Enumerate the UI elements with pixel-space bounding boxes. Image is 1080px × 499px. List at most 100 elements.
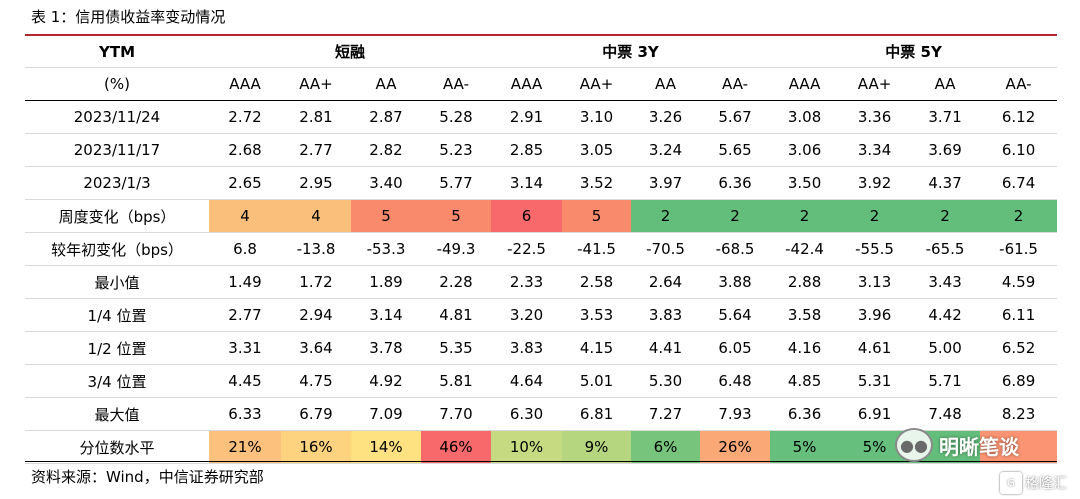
table-cell: 4.75	[281, 364, 351, 398]
table-cell: 6.33	[209, 397, 281, 431]
table-cell: 1.72	[281, 265, 351, 299]
table-cell: 21%	[209, 430, 281, 464]
row-label: 最大值	[25, 397, 209, 431]
rating-header: AAA	[491, 67, 563, 101]
table-cell: 3.31	[209, 331, 281, 365]
table-cell: 5.35	[421, 331, 492, 365]
table-cell: 3.34	[839, 133, 911, 167]
table-title: 表 1：信用债收益率变动情况	[31, 8, 226, 26]
table-cell: 2	[700, 199, 771, 233]
table-cell: 7.09	[351, 397, 421, 431]
table-cell: 7.70	[421, 397, 492, 431]
table-cell: 5.77	[421, 166, 492, 200]
table-cell: 5	[562, 199, 632, 233]
group-header-mtn-5y: 中票 5Y	[770, 36, 1058, 68]
table-cell: 4.59	[980, 265, 1058, 299]
table-cell: 2	[980, 199, 1058, 233]
gelonghui-logo-icon: G	[1000, 472, 1022, 494]
table-cell: -13.8	[281, 232, 351, 266]
ytm-header: YTM	[25, 36, 209, 68]
table-cell: 2.87	[351, 100, 421, 134]
table-cell: -61.5	[980, 232, 1058, 266]
table-cell: 3.52	[562, 166, 632, 200]
table-cell: 4.64	[491, 364, 563, 398]
table-cell: 7.48	[910, 397, 981, 431]
table-cell: 14%	[351, 430, 421, 464]
table-cell: 3.58	[770, 298, 840, 332]
table-cell: 6	[491, 199, 563, 233]
row-label: 2023/11/17	[25, 133, 209, 167]
table-cell: 6.8	[209, 232, 281, 266]
table-cell: 1.89	[351, 265, 421, 299]
table-row: 2023/11/24 2.72 2.81 2.87 5.28 2.91 3.10 3.26 5.…	[25, 100, 1058, 134]
rating-header: AAA	[209, 67, 281, 101]
table-cell: -42.4	[770, 232, 840, 266]
table-cell: 2.95	[281, 166, 351, 200]
unit-header: (%)	[25, 67, 209, 101]
table-row: 1/4 位置 2.77 2.94 3.14 4.81 3.20 3.53 3.83 5.64 3.…	[25, 298, 1058, 332]
table-cell: 2.91	[491, 100, 563, 134]
watermark-text: 明晰笔谈	[939, 434, 1019, 459]
rating-header: AA	[910, 67, 981, 101]
table-cell: 6.81	[562, 397, 632, 431]
table-cell: 2.77	[209, 298, 281, 332]
table-cell: 2.85	[491, 133, 563, 167]
table-cell: 3.24	[631, 133, 701, 167]
table-cell: 3.08	[770, 100, 840, 134]
table-cell: 7.93	[700, 397, 771, 431]
table-cell: 3.83	[631, 298, 701, 332]
table-cell: 6.89	[980, 364, 1058, 398]
table-cell: 6.52	[980, 331, 1058, 365]
row-label: 分位数水平	[25, 430, 209, 464]
table-cell: 3.64	[281, 331, 351, 365]
row-label: 2023/1/3	[25, 166, 209, 200]
row-label: 1/4 位置	[25, 298, 209, 332]
table-cell: 3.14	[351, 298, 421, 332]
rating-header: AA+	[562, 67, 632, 101]
table-cell: -70.5	[631, 232, 701, 266]
table-cell: 3.36	[839, 100, 911, 134]
table-cell: 5.28	[421, 100, 492, 134]
table-cell: 4	[281, 199, 351, 233]
rating-header: AAA	[770, 67, 840, 101]
table-row: 2023/11/17 2.68 2.77 2.82 5.23 2.85 3.05 3.24 5.…	[25, 133, 1058, 167]
table-cell: 3.92	[839, 166, 911, 200]
table-cell: 6.10	[980, 133, 1058, 167]
source-note: 资料来源：Wind，中信证券研究部	[31, 468, 264, 486]
rating-header: AA-	[980, 67, 1058, 101]
table-cell: 26%	[700, 430, 771, 464]
table-cell: 3.78	[351, 331, 421, 365]
table-cell	[980, 430, 1058, 464]
table-cell: 10%	[491, 430, 563, 464]
table-cell: 2.88	[770, 265, 840, 299]
table-cell: 5.81	[421, 364, 492, 398]
table-cell: 4	[209, 199, 281, 233]
table-cell: 3.50	[770, 166, 840, 200]
row-label: 最小值	[25, 265, 209, 299]
table-body: 2023/11/24 2.72 2.81 2.87 5.28 2.91 3.10 3.26 5.…	[25, 100, 1058, 464]
table-cell: 8.23	[980, 397, 1058, 431]
table-cell: 6.74	[980, 166, 1058, 200]
watermark: ●● 明晰笔谈	[895, 428, 1019, 462]
table-cell: 6.05	[700, 331, 771, 365]
table-cell: 3.96	[839, 298, 911, 332]
table-cell: 5.01	[562, 364, 632, 398]
table-cell: 46%	[421, 430, 492, 464]
table-cell: 2	[839, 199, 911, 233]
table-cell: 2.82	[351, 133, 421, 167]
table-cell: 6.30	[491, 397, 563, 431]
table-cell: 3.83	[491, 331, 563, 365]
table-cell: 3.40	[351, 166, 421, 200]
table-cell: 6.36	[770, 397, 840, 431]
header-row-ratings: (%) AAA AA+ AA AA- AAA AA+ AA AA- AAA AA+ AA AA-	[25, 67, 1058, 101]
table-cell: 2	[631, 199, 701, 233]
table-cell: -22.5	[491, 232, 563, 266]
table-cell: 5	[421, 199, 492, 233]
row-label: 1/2 位置	[25, 331, 209, 365]
table-cell: 6.91	[839, 397, 911, 431]
table-row: 3/4 位置 4.45 4.75 4.92 5.81 4.64 5.01 5.30 6.48 4.…	[25, 364, 1058, 398]
table-cell: 2.28	[421, 265, 492, 299]
table-cell: 3.97	[631, 166, 701, 200]
table-cell: 1.49	[209, 265, 281, 299]
table-cell: 5.00	[910, 331, 981, 365]
